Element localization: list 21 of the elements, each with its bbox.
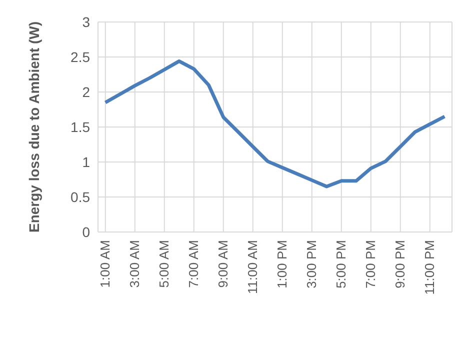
- y-axis-title: Energy loss due to Ambient (W): [26, 21, 42, 233]
- x-tick-label: 3:00 AM: [127, 240, 142, 288]
- y-tick-label: 1.5: [70, 118, 90, 135]
- x-tick-label: 9:00 PM: [392, 240, 408, 288]
- x-tick-label: 7:00 AM: [186, 240, 202, 288]
- x-tick-label: 3:00 PM: [304, 240, 320, 288]
- y-tick-label: 2.5: [70, 48, 90, 65]
- y-tick-label: 1: [82, 154, 90, 170]
- y-tick-label: 0: [82, 224, 90, 240]
- x-tick-label: 5:00 AM: [156, 240, 172, 288]
- x-tick-label: 9:00 AM: [216, 240, 231, 288]
- x-tick-label: 1:00 PM: [274, 240, 290, 288]
- y-tick-label: 2: [82, 84, 90, 100]
- y-tick-label: 3: [82, 14, 90, 30]
- x-tick-label: 11:00 PM: [422, 240, 438, 295]
- x-tick-label: 7:00 PM: [363, 240, 378, 288]
- x-tick-label: 11:00 AM: [245, 240, 260, 294]
- x-tick-label: 5:00 PM: [334, 240, 349, 288]
- y-tick-label: 0.5: [70, 188, 90, 205]
- line-series: [104, 59, 446, 188]
- x-tick-label: 1:00 AM: [98, 240, 113, 288]
